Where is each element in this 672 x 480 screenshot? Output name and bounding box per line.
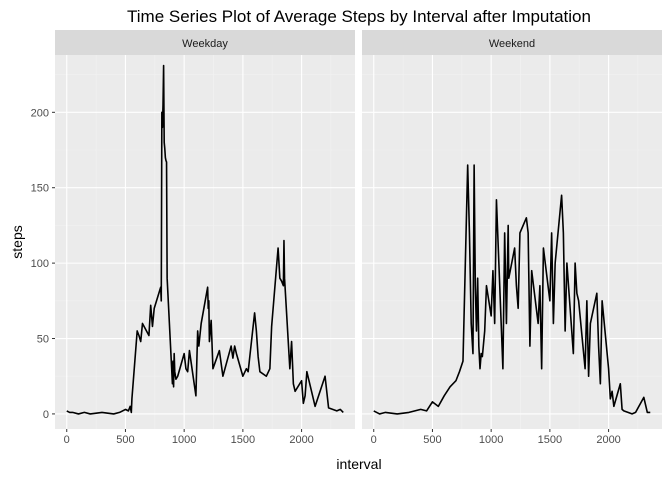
x-tick-label: 1500 bbox=[231, 434, 255, 446]
strip-label-weekday: Weekday bbox=[182, 38, 228, 50]
facet-weekday: Weekday 0 500 1000 1500 2000 bbox=[55, 30, 355, 446]
x-tick-label: 2000 bbox=[596, 434, 620, 446]
x-tick-label: 1000 bbox=[479, 434, 503, 446]
chart-title: Time Series Plot of Average Steps by Int… bbox=[127, 7, 591, 26]
series-line-weekend bbox=[373, 164, 651, 415]
grid-weekday bbox=[55, 55, 355, 429]
strip-label-weekend: Weekend bbox=[489, 38, 535, 50]
x-tick-label: 0 bbox=[371, 434, 377, 446]
x-tick-label: 500 bbox=[116, 434, 134, 446]
x-axis-weekend: 0 500 1000 1500 2000 bbox=[371, 429, 621, 446]
x-tick-label: 500 bbox=[423, 434, 441, 446]
y-tick-label: 200 bbox=[31, 107, 49, 119]
strip-weekend bbox=[362, 30, 662, 55]
x-tick-label: 1500 bbox=[538, 434, 562, 446]
y-tick-label: 150 bbox=[31, 183, 49, 195]
x-tick-label: 1000 bbox=[172, 434, 196, 446]
y-tick-label: 50 bbox=[37, 334, 49, 346]
y-axis-label: steps bbox=[9, 225, 25, 258]
panel-weekday bbox=[55, 55, 355, 429]
x-axis-label: interval bbox=[336, 456, 381, 472]
panel-weekend bbox=[362, 55, 662, 429]
x-tick-label: 2000 bbox=[289, 434, 313, 446]
strip-weekday bbox=[55, 30, 355, 55]
x-tick-label: 0 bbox=[64, 434, 70, 446]
y-tick-label: 100 bbox=[31, 258, 49, 270]
x-axis-weekday: 0 500 1000 1500 2000 bbox=[64, 429, 314, 446]
facet-weekend: Weekend 0 500 1000 1500 2000 bbox=[362, 30, 662, 446]
series-line-weekday bbox=[66, 64, 344, 415]
y-tick-label: 0 bbox=[43, 409, 49, 421]
y-axis: 0 50 100 150 200 bbox=[31, 107, 55, 421]
